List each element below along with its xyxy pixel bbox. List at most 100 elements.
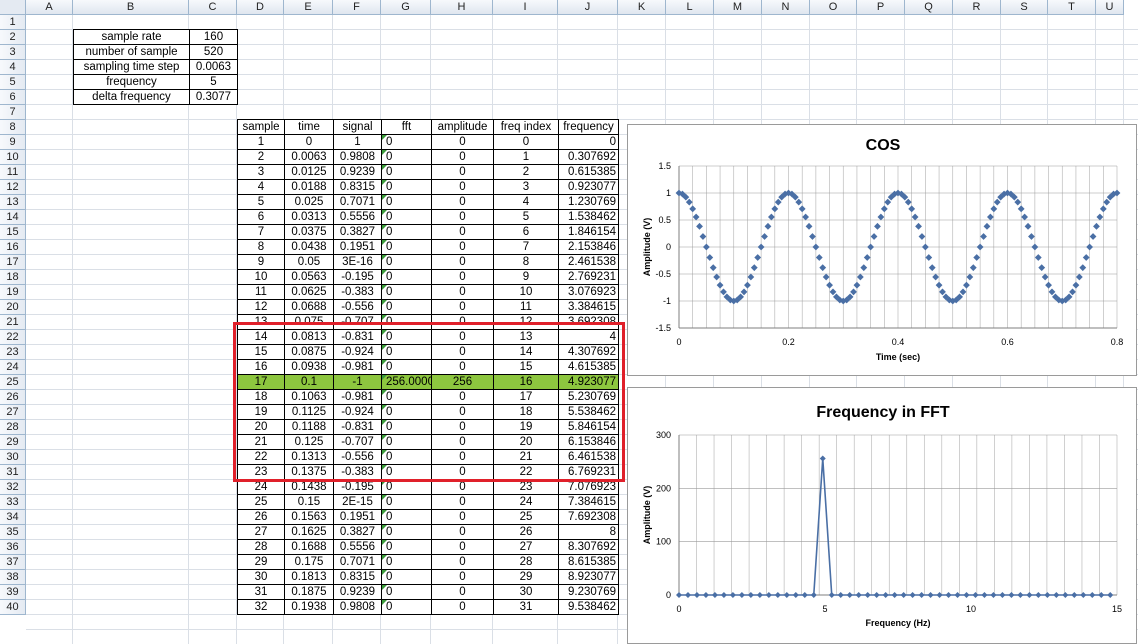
table-cell-fft[interactable]: 0 [381,284,432,300]
table-cell-amplitude[interactable]: 0 [431,179,494,195]
param-label[interactable]: sample rate [73,29,190,45]
table-cell-sample[interactable]: 7 [237,224,285,240]
table-cell-freq-index[interactable]: 28 [493,554,559,570]
table-cell-freq-index[interactable]: 1 [493,149,559,165]
row-header-33[interactable]: 33 [0,495,26,510]
table-header-freq-index[interactable]: freq index [493,119,559,135]
table-cell-frequency[interactable]: 7.692308 [558,509,619,525]
table-cell-freq-index[interactable]: 8 [493,254,559,270]
table-cell-time[interactable]: 0.1563 [284,509,334,525]
table-cell-amplitude[interactable]: 0 [431,494,494,510]
param-label[interactable]: number of sample [73,44,190,60]
table-cell-fft[interactable]: 0 [381,569,432,585]
table-cell-signal[interactable]: 3E-16 [333,254,382,270]
table-cell-sample[interactable]: 2 [237,149,285,165]
table-cell-sample[interactable]: 11 [237,284,285,300]
table-cell-signal[interactable]: 0.1951 [333,509,382,525]
table-cell-sample[interactable]: 10 [237,269,285,285]
column-header-q[interactable]: Q [905,0,953,15]
table-header-signal[interactable]: signal [333,119,382,135]
table-cell-signal[interactable]: 0.9808 [333,149,382,165]
table-cell-time[interactable]: 0.0063 [284,149,334,165]
table-cell-signal[interactable]: 1 [333,134,382,150]
table-cell-freq-index[interactable]: 0 [493,134,559,150]
table-cell-frequency[interactable]: 3.384615 [558,299,619,315]
table-cell-freq-index[interactable]: 26 [493,524,559,540]
row-header-25[interactable]: 25 [0,375,26,390]
table-cell-frequency[interactable]: 7.384615 [558,494,619,510]
table-cell-signal[interactable]: -0.195 [333,269,382,285]
column-header-t[interactable]: T [1048,0,1096,15]
table-cell-time[interactable]: 0.1375 [284,464,334,480]
row-header-35[interactable]: 35 [0,525,26,540]
row-header-19[interactable]: 19 [0,285,26,300]
column-header-b[interactable]: B [73,0,189,15]
table-cell-fft[interactable]: 0 [381,149,432,165]
table-cell-sample[interactable]: 29 [237,554,285,570]
column-header-u[interactable]: U [1096,0,1124,15]
table-cell-frequency[interactable]: 0 [558,134,619,150]
row-header-1[interactable]: 1 [0,15,26,30]
table-cell-fft[interactable]: 0 [381,239,432,255]
table-cell-fft[interactable]: 0 [381,509,432,525]
column-header-s[interactable]: S [1001,0,1048,15]
row-header-7[interactable]: 7 [0,105,26,120]
table-cell-freq-index[interactable]: 24 [493,494,559,510]
table-cell-fft[interactable]: 0 [381,584,432,600]
table-cell-sample[interactable]: 19 [237,404,285,420]
table-cell-frequency[interactable]: 0.923077 [558,179,619,195]
column-header-o[interactable]: O [810,0,857,15]
table-cell-sample[interactable]: 30 [237,569,285,585]
param-label[interactable]: delta frequency [73,89,190,105]
row-header-40[interactable]: 40 [0,600,26,615]
table-cell-signal[interactable]: -0.924 [333,404,382,420]
table-cell-fft[interactable]: 256.00000 [381,374,432,390]
table-cell-freq-index[interactable]: 9 [493,269,559,285]
row-header-9[interactable]: 9 [0,135,26,150]
table-cell-signal[interactable]: 0.5556 [333,209,382,225]
table-cell-frequency[interactable]: 1.538462 [558,209,619,225]
table-cell-time[interactable]: 0.0625 [284,284,334,300]
table-cell-signal[interactable]: -0.556 [333,299,382,315]
table-cell-fft[interactable]: 0 [381,134,432,150]
table-cell-frequency[interactable]: 1.230769 [558,194,619,210]
table-cell-frequency[interactable]: 6.769231 [558,464,619,480]
table-cell-signal[interactable]: 0.5556 [333,539,382,555]
table-cell-sample[interactable]: 26 [237,509,285,525]
table-cell-amplitude[interactable]: 0 [431,224,494,240]
table-cell-amplitude[interactable]: 0 [431,599,494,615]
table-cell-fft[interactable]: 0 [381,554,432,570]
fft-chart[interactable]: Frequency in FFT 300 200 100 0 0 5 10 15 Frequenc… [627,387,1137,644]
table-cell-signal[interactable]: 0.1951 [333,239,382,255]
table-cell-freq-index[interactable]: 6 [493,224,559,240]
row-header-18[interactable]: 18 [0,270,26,285]
table-cell-amplitude[interactable]: 0 [431,299,494,315]
table-cell-sample[interactable]: 4 [237,179,285,195]
column-header-r[interactable]: R [953,0,1001,15]
table-cell-frequency[interactable]: 3.076923 [558,284,619,300]
table-cell-sample[interactable]: 32 [237,599,285,615]
table-cell-signal[interactable]: 0.7071 [333,554,382,570]
column-header-j[interactable]: J [558,0,618,15]
row-header-36[interactable]: 36 [0,540,26,555]
table-cell-sample[interactable]: 8 [237,239,285,255]
row-header-31[interactable]: 31 [0,465,26,480]
row-header-4[interactable]: 4 [0,60,26,75]
row-header-6[interactable]: 6 [0,90,26,105]
table-cell-sample[interactable]: 27 [237,524,285,540]
row-header-23[interactable]: 23 [0,345,26,360]
table-cell-frequency[interactable]: 2.769231 [558,269,619,285]
row-header-2[interactable]: 2 [0,30,26,45]
row-header-38[interactable]: 38 [0,570,26,585]
table-cell-amplitude[interactable]: 0 [431,269,494,285]
table-cell-frequency[interactable]: 2.153846 [558,239,619,255]
table-cell-freq-index[interactable]: 29 [493,569,559,585]
row-header-29[interactable]: 29 [0,435,26,450]
column-header-l[interactable]: L [666,0,714,15]
row-header-10[interactable]: 10 [0,150,26,165]
table-cell-freq-index[interactable]: 25 [493,509,559,525]
table-cell-signal[interactable]: -0.383 [333,464,382,480]
table-cell-amplitude[interactable]: 0 [431,539,494,555]
table-cell-frequency[interactable]: 5.846154 [558,419,619,435]
column-header-k[interactable]: K [618,0,666,15]
